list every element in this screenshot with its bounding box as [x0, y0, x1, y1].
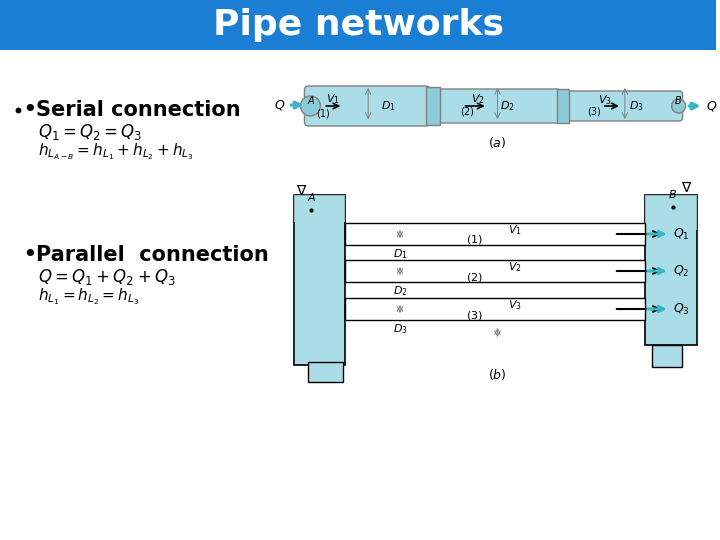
Text: $A$: $A$	[307, 94, 315, 106]
Text: $(b)$: $(b)$	[488, 368, 507, 382]
Circle shape	[672, 99, 685, 113]
Text: $D_2$: $D_2$	[500, 99, 515, 113]
Text: $\nabla$: $\nabla$	[296, 183, 307, 198]
Text: $A$: $A$	[307, 191, 316, 203]
Text: $(1)$: $(1)$	[466, 233, 483, 246]
Text: (2): (2)	[460, 107, 474, 117]
Text: $h_{L_1} = h_{L_2} = h_{L_3}$: $h_{L_1} = h_{L_2} = h_{L_3}$	[38, 287, 139, 307]
Text: $Q_3$: $Q_3$	[672, 301, 689, 316]
Text: Pipe networks: Pipe networks	[212, 8, 504, 42]
Bar	[294, 195, 346, 365]
Bar	[308, 362, 343, 382]
FancyBboxPatch shape	[305, 86, 430, 126]
Text: $D_1$: $D_1$	[392, 247, 408, 261]
Text: $D_3$: $D_3$	[392, 322, 408, 336]
Bar	[294, 195, 346, 222]
FancyBboxPatch shape	[559, 91, 683, 121]
Text: $D_3$: $D_3$	[629, 99, 644, 113]
Polygon shape	[557, 89, 569, 123]
Circle shape	[300, 96, 320, 116]
Bar	[652, 345, 682, 367]
Text: (1): (1)	[317, 108, 330, 118]
Text: $B$: $B$	[668, 188, 677, 200]
Text: $V_2$: $V_2$	[471, 92, 485, 106]
Text: (3): (3)	[587, 107, 601, 117]
Text: $V_1$: $V_1$	[326, 92, 341, 106]
Bar	[346, 260, 645, 282]
Bar	[346, 223, 645, 245]
Text: •: •	[22, 243, 37, 267]
Text: Serial connection: Serial connection	[36, 100, 240, 120]
Text: $(2)$: $(2)$	[466, 271, 483, 284]
Text: •: •	[22, 98, 37, 122]
Bar	[645, 195, 696, 345]
Bar	[346, 298, 645, 320]
Text: $V_1$: $V_1$	[508, 223, 522, 237]
Text: $B$: $B$	[673, 94, 682, 106]
Text: $(3)$: $(3)$	[466, 308, 483, 321]
Text: $D_1$: $D_1$	[381, 99, 395, 113]
Text: $Q_1$: $Q_1$	[672, 226, 689, 241]
Text: $V_3$: $V_3$	[508, 298, 522, 312]
Text: $Q$: $Q$	[706, 99, 718, 113]
Text: $D_2$: $D_2$	[392, 284, 408, 298]
Text: $V_3$: $V_3$	[598, 93, 612, 107]
FancyBboxPatch shape	[430, 89, 560, 123]
Text: $V_2$: $V_2$	[508, 260, 522, 274]
Text: $Q_1 = Q_2 = Q_3$: $Q_1 = Q_2 = Q_3$	[38, 122, 142, 142]
Text: $Q = Q_1 + Q_2 + Q_3$: $Q = Q_1 + Q_2 + Q_3$	[38, 267, 176, 287]
FancyBboxPatch shape	[0, 0, 716, 50]
Text: $h_{L_{A-B}} = h_{L_1} + h_{L_2} + h_{L_3}$: $h_{L_{A-B}} = h_{L_1} + h_{L_2} + h_{L_…	[38, 141, 194, 163]
Text: Parallel  connection: Parallel connection	[36, 245, 269, 265]
Text: $\nabla$: $\nabla$	[681, 180, 692, 195]
Text: $Q$: $Q$	[274, 98, 286, 112]
Bar	[645, 195, 696, 230]
Polygon shape	[426, 87, 440, 125]
Text: $(a)$: $(a)$	[488, 136, 507, 151]
Text: $Q_2$: $Q_2$	[672, 264, 689, 279]
